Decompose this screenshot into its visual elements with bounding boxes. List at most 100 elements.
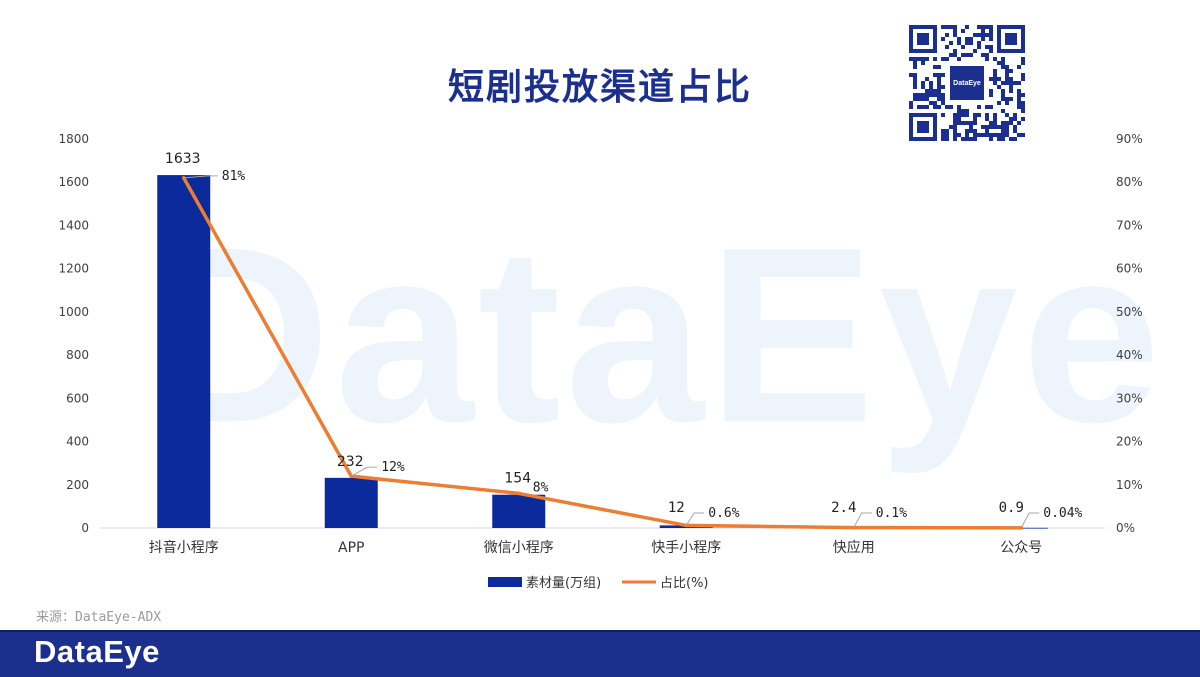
qr-module	[937, 85, 941, 89]
qr-module	[913, 73, 917, 77]
qr-module	[973, 129, 977, 133]
qr-module	[953, 113, 957, 117]
qr-module	[993, 121, 997, 125]
source-note: 来源：DataEye-ADX	[36, 610, 162, 625]
qr-module	[913, 97, 917, 101]
qr-module	[917, 105, 921, 109]
qr-module	[949, 25, 953, 29]
qr-module	[997, 77, 1001, 81]
x-tick-label: 抖音小程序	[149, 539, 219, 556]
qr-module	[957, 57, 961, 61]
qr-module	[953, 125, 957, 129]
qr-module	[937, 93, 941, 97]
qr-module	[1009, 137, 1013, 141]
qr-module	[1005, 113, 1009, 117]
qr-module	[941, 137, 945, 141]
y-left-tick-label: 200	[66, 478, 89, 492]
chart-axes: 0 200 400 600 800 1000 1200 1400 1600 1800 0% 10% 20…	[58, 132, 1142, 556]
chart-title: 短剧投放渠道占比	[447, 67, 752, 108]
qr-module	[921, 93, 925, 97]
qr-module	[1001, 121, 1005, 125]
qr-module	[941, 25, 945, 29]
qr-module	[913, 65, 917, 69]
qr-module	[933, 89, 937, 93]
qr-module	[969, 125, 973, 129]
qr-module	[937, 65, 941, 69]
qr-finder-core	[1005, 33, 1017, 45]
qr-module	[1017, 81, 1021, 85]
qr-module	[985, 57, 989, 61]
qr-module	[929, 93, 933, 97]
qr-module	[1001, 133, 1005, 137]
qr-module	[913, 85, 917, 89]
qr-module	[1013, 129, 1017, 133]
qr-module	[953, 29, 957, 33]
qr-module	[957, 109, 961, 113]
qr-module	[1001, 81, 1005, 85]
qr-module	[965, 25, 969, 29]
qr-module	[989, 49, 993, 53]
qr-module	[993, 133, 997, 137]
qr-module	[1021, 73, 1025, 77]
qr-module	[965, 137, 969, 141]
qr-module	[1021, 109, 1025, 113]
qr-module	[945, 105, 949, 109]
qr-module	[993, 81, 997, 85]
qr-module	[969, 121, 973, 125]
qr-module	[925, 57, 929, 61]
bar-value-label: 232	[337, 454, 364, 470]
qr-module	[941, 37, 945, 41]
qr-module	[1009, 77, 1013, 81]
qr-module	[997, 133, 1001, 137]
line-value-label: 81%	[222, 169, 246, 184]
qr-module	[953, 129, 957, 133]
qr-module	[945, 137, 949, 141]
qr-module	[997, 125, 1001, 129]
qr-module	[1001, 57, 1005, 61]
qr-module	[961, 121, 965, 125]
qr-module	[993, 125, 997, 129]
qr-module	[941, 133, 945, 137]
qr-module	[977, 25, 981, 29]
bar	[324, 477, 378, 528]
y-left-tick-label: 600	[66, 391, 89, 405]
bar	[492, 494, 546, 528]
qr-module	[1013, 81, 1017, 85]
qr-module	[913, 93, 917, 97]
qr-module	[1001, 97, 1005, 101]
qr-module	[1005, 133, 1009, 137]
qr-module	[973, 137, 977, 141]
qr-module	[1005, 65, 1009, 69]
qr-module	[985, 25, 989, 29]
y-left-tick-label: 1000	[58, 305, 89, 319]
qr-module	[925, 93, 929, 97]
qr-module	[1005, 97, 1009, 101]
line-point	[516, 491, 521, 496]
qr-module	[937, 81, 941, 85]
qr-module	[925, 97, 929, 101]
label-leader-line	[1020, 512, 1040, 529]
qr-module	[1001, 109, 1005, 113]
bar	[157, 175, 211, 528]
qr-module	[969, 53, 973, 57]
qr-module	[961, 53, 965, 57]
qr-module	[941, 93, 945, 97]
qr-module	[997, 85, 1001, 89]
qr-module	[941, 85, 945, 89]
qr-module	[989, 33, 993, 37]
qr-code: DataEye	[909, 25, 1025, 141]
qr-module	[933, 93, 937, 97]
qr-module	[1017, 133, 1021, 137]
y-right-tick-label: 30%	[1116, 391, 1143, 405]
y-right-tick-label: 40%	[1116, 348, 1143, 362]
qr-module	[953, 117, 957, 121]
y-left-tick-label: 400	[66, 435, 89, 449]
bar-value-label: 1633	[165, 151, 201, 167]
qr-module	[1017, 97, 1021, 101]
y-right-tick-label: 0%	[1116, 521, 1135, 535]
qr-module	[1001, 129, 1005, 133]
qr-module	[989, 89, 993, 93]
qr-module	[973, 133, 977, 137]
qr-module	[1001, 65, 1005, 69]
qr-module	[957, 105, 961, 109]
